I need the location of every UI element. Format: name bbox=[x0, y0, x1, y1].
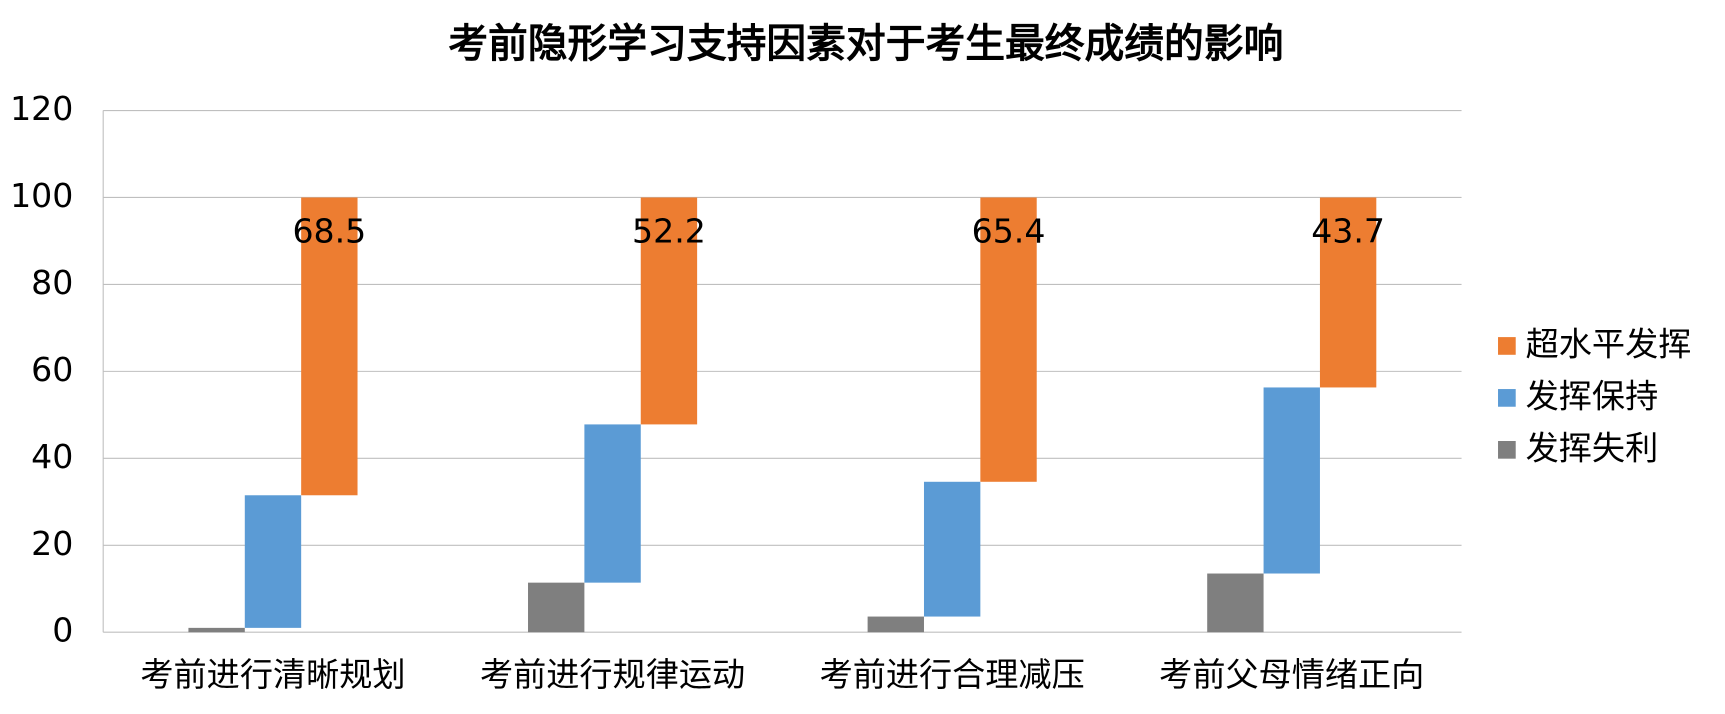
x-tick-label: 考前进行清晰规划 bbox=[140, 655, 405, 694]
bar bbox=[528, 582, 585, 633]
bar bbox=[1319, 197, 1377, 388]
bar bbox=[923, 481, 981, 617]
x-tick-label: 考前进行合理减压 bbox=[820, 655, 1085, 694]
bar bbox=[584, 424, 641, 583]
y-tick-label: 100 bbox=[10, 176, 73, 215]
y-tick-label: 40 bbox=[31, 437, 73, 476]
data-label: 52.2 bbox=[632, 211, 706, 250]
legend-swatch bbox=[1498, 337, 1516, 355]
chart-title: 考前隐形学习支持因素对于考生最终成绩的影响 bbox=[448, 21, 1283, 67]
x-tick-label: 考前父母情绪正向 bbox=[1159, 655, 1424, 694]
bar bbox=[301, 197, 358, 496]
legend-swatch bbox=[1498, 389, 1516, 407]
data-label: 65.4 bbox=[972, 211, 1046, 250]
legend-label: 发挥失利 bbox=[1526, 428, 1659, 467]
data-label: 43.7 bbox=[1311, 211, 1385, 250]
y-tick-label: 20 bbox=[31, 524, 73, 563]
bar bbox=[1263, 387, 1320, 574]
bar bbox=[980, 197, 1037, 482]
bar bbox=[640, 197, 698, 425]
y-tick-label: 60 bbox=[31, 350, 73, 389]
y-tick-label: 0 bbox=[52, 611, 73, 650]
legend-swatch bbox=[1498, 441, 1516, 459]
bar bbox=[1207, 573, 1264, 633]
data-label: 68.5 bbox=[292, 211, 366, 250]
bar bbox=[244, 495, 302, 628]
y-tick-label: 120 bbox=[10, 89, 73, 128]
bar bbox=[188, 627, 245, 633]
x-tick-label: 考前进行规律运动 bbox=[480, 655, 745, 694]
bar bbox=[867, 616, 924, 633]
y-tick-label: 80 bbox=[31, 263, 73, 302]
legend-label: 超水平发挥 bbox=[1526, 324, 1692, 363]
legend-label: 发挥保持 bbox=[1526, 376, 1659, 415]
